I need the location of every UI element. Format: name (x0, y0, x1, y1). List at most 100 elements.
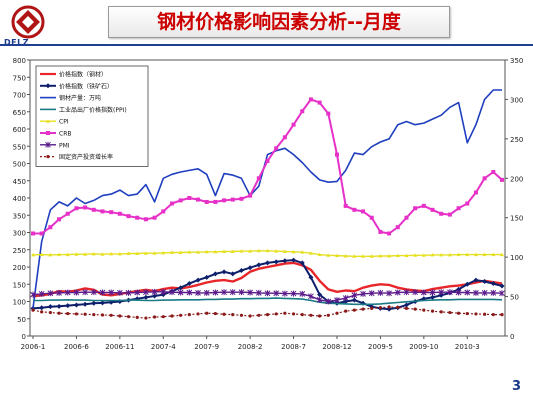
x-tick-label: 2007-4 (151, 343, 176, 351)
data-point (438, 292, 444, 298)
data-point (31, 252, 35, 257)
data-point (317, 252, 322, 257)
legend-label: PMI (59, 142, 70, 149)
y-right-tick-label: 250 (510, 136, 523, 144)
data-point (126, 251, 131, 256)
data-point (299, 260, 305, 266)
data-point (204, 249, 209, 254)
data-point (326, 313, 330, 317)
y-left-tick-label: 650 (13, 109, 26, 117)
data-point (491, 169, 496, 174)
data-point (326, 111, 331, 116)
data-point (465, 252, 470, 257)
data-point (134, 289, 141, 296)
data-point (221, 269, 227, 275)
data-point (143, 217, 148, 222)
data-point (404, 215, 409, 220)
y-left-tick-label: 450 (13, 178, 26, 186)
data-point (82, 289, 88, 296)
data-point (57, 217, 62, 222)
data-point (100, 252, 105, 256)
x-tick-label: 2007-9 (194, 343, 219, 351)
data-point (99, 300, 105, 306)
y-right-tick-label: 350 (510, 57, 523, 65)
data-point (308, 97, 313, 102)
data-point (117, 251, 122, 256)
data-point (109, 210, 114, 215)
y-right-tick-label: 200 (510, 175, 523, 183)
logo-emblem-icon (11, 5, 45, 39)
data-point (48, 252, 53, 257)
data-point (152, 293, 158, 299)
data-point (291, 249, 296, 254)
data-point (387, 231, 392, 236)
data-point (343, 203, 348, 208)
data-point (143, 251, 148, 255)
data-point (265, 158, 270, 163)
x-tick-label: 2006-1 (21, 343, 46, 351)
data-point (290, 290, 297, 297)
y-left-tick-label: 300 (13, 230, 26, 238)
data-point (308, 251, 313, 255)
data-point (369, 254, 374, 258)
data-point (396, 305, 400, 309)
data-point (91, 207, 96, 212)
data-point (178, 250, 183, 255)
data-point (368, 290, 375, 297)
x-tick-label: 2008-12 (322, 343, 351, 351)
data-point (73, 289, 80, 296)
y-left-tick-label: 100 (13, 299, 26, 307)
data-point (109, 251, 114, 256)
data-point (66, 311, 70, 316)
data-point (222, 312, 226, 316)
data-point (57, 252, 62, 257)
data-point (473, 252, 478, 257)
data-point (255, 289, 262, 296)
data-point (326, 253, 331, 257)
y-left-tick-label: 750 (13, 74, 26, 82)
series-line-2 (32, 89, 502, 309)
data-point (256, 176, 261, 181)
data-point (413, 307, 417, 311)
data-point (238, 289, 245, 296)
data-point (325, 298, 332, 305)
data-point (178, 198, 183, 203)
y-right-tick-label: 0 (510, 333, 514, 341)
data-point (343, 253, 348, 258)
page-title: 钢材价格影响因素分析--月度 (108, 6, 450, 38)
y-left-tick-label: 50 (17, 316, 26, 324)
data-point (38, 290, 45, 297)
data-point (248, 314, 252, 318)
data-point (464, 289, 471, 296)
data-point (99, 289, 106, 296)
data-point (430, 294, 436, 300)
data-point (490, 281, 496, 287)
data-point (213, 199, 218, 204)
data-point (404, 306, 409, 310)
data-point (125, 289, 132, 296)
legend-box (35, 65, 149, 167)
data-point (48, 310, 52, 315)
data-point (456, 206, 461, 211)
data-point (300, 109, 305, 114)
data-point (126, 214, 131, 219)
data-point (420, 289, 427, 296)
data-point (291, 312, 296, 316)
data-point (83, 312, 87, 316)
logo-text: DFLZ (4, 38, 30, 47)
data-point (186, 289, 193, 296)
data-point (83, 252, 88, 256)
legend-label: 价格指数（铁矿石） (59, 82, 113, 90)
data-point (92, 313, 96, 317)
data-point (308, 274, 314, 280)
data-point (212, 271, 218, 277)
data-point (500, 313, 504, 317)
data-point (31, 231, 35, 236)
data-point (378, 253, 383, 258)
data-point (118, 314, 122, 318)
data-point (422, 308, 426, 312)
data-point (352, 207, 357, 212)
data-point (195, 277, 201, 283)
data-point (56, 289, 62, 296)
data-point (316, 296, 323, 303)
